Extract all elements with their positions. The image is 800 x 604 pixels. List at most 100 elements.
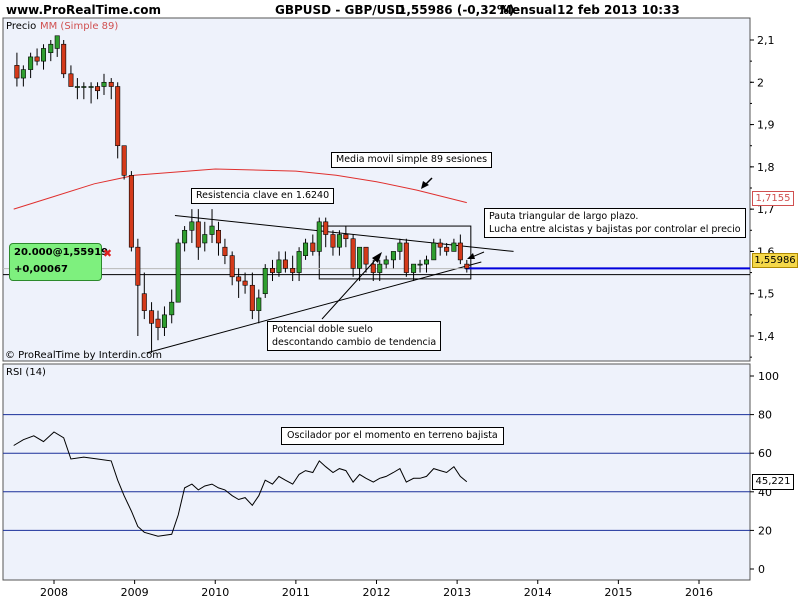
candle-body bbox=[343, 234, 349, 240]
candle-body bbox=[202, 234, 208, 244]
triangle-annotation-line2: Lucha entre alcistas y bajistas por cont… bbox=[489, 224, 741, 235]
trendline-layer bbox=[3, 214, 750, 354]
price-ytick-label: 2 bbox=[757, 76, 764, 89]
candle-body bbox=[451, 242, 457, 252]
resistance-annotation: Resistencia clave en 1.6240 bbox=[191, 188, 335, 204]
rsi-ytick-label: 100 bbox=[758, 370, 779, 383]
annotation-arrows bbox=[321, 177, 485, 320]
double-bottom-line1: Potencial doble suelo bbox=[272, 324, 373, 335]
last-price-tag: 1,55986 bbox=[752, 253, 798, 268]
credit-label: © ProRealTime by Interdin.com bbox=[5, 350, 162, 361]
rsi-ytick-label: 0 bbox=[758, 563, 765, 576]
price-ytick-label: 1,4 bbox=[757, 330, 775, 343]
candle-body bbox=[457, 242, 463, 261]
price-ytick-label: 1,7 bbox=[757, 203, 775, 216]
candle-body bbox=[115, 86, 121, 147]
x-tick-label: 2016 bbox=[685, 586, 713, 599]
candle-body bbox=[403, 242, 409, 273]
ma-annotation: Media movil simple 89 sesiones bbox=[331, 152, 493, 168]
candles-layer bbox=[14, 35, 470, 353]
candle-body bbox=[249, 284, 255, 311]
candle-body bbox=[303, 242, 309, 256]
candle-body bbox=[390, 251, 396, 261]
candle-body bbox=[363, 246, 369, 265]
candle-body bbox=[48, 43, 54, 53]
ma-value-tag: 1,7155 bbox=[752, 191, 794, 206]
triangle-annotation-line1: Pauta triangular de largo plazo. bbox=[489, 211, 639, 222]
price-ytick-label: 1,9 bbox=[757, 119, 775, 132]
x-tick-label: 2014 bbox=[524, 586, 552, 599]
price-change: 1,55986 (-0,32%) bbox=[398, 3, 515, 17]
close-order-icon[interactable]: ✖ bbox=[102, 247, 113, 260]
candle-body bbox=[431, 242, 437, 261]
candle-body bbox=[423, 259, 429, 265]
period-label: Mensual bbox=[500, 3, 557, 17]
price-ytick-label: 2,1 bbox=[757, 34, 775, 47]
double-bottom-arrow-head bbox=[372, 252, 382, 263]
rsi-value-tag: 45,221 bbox=[752, 474, 794, 490]
candle-body bbox=[20, 69, 26, 79]
candle-body bbox=[195, 221, 201, 248]
candle-body bbox=[209, 225, 215, 235]
candle-body bbox=[370, 263, 376, 273]
x-tick-label: 2009 bbox=[121, 586, 149, 599]
candle-body bbox=[316, 221, 322, 252]
double-bottom-arrow-shaft bbox=[321, 256, 379, 320]
candle-body bbox=[215, 229, 221, 244]
x-tick-label: 2008 bbox=[40, 586, 68, 599]
candle-body bbox=[296, 251, 302, 273]
candle-body bbox=[155, 318, 161, 328]
candle-body bbox=[290, 268, 296, 273]
candle-body bbox=[330, 234, 336, 248]
double-bottom-annotation: Potencial doble suelo descontando cambio… bbox=[267, 321, 442, 351]
candle-body bbox=[229, 255, 235, 278]
candle-body bbox=[41, 48, 47, 62]
candle-body bbox=[417, 263, 423, 266]
order-pnl: +0,00067 bbox=[14, 264, 68, 275]
candle-body bbox=[276, 259, 282, 273]
order-quantity-price: 20.000@1,55919 bbox=[14, 247, 109, 258]
price-panel bbox=[2, 17, 751, 362]
order-box[interactable]: 20.000@1,55919 +0,00067 bbox=[9, 243, 108, 281]
x-tick-label: 2013 bbox=[443, 586, 471, 599]
candle-body bbox=[377, 263, 383, 273]
grid-lines bbox=[3, 414, 750, 531]
rsi-annotation: Oscilador por el momento en terreno baji… bbox=[281, 427, 504, 445]
candle-body bbox=[61, 43, 67, 75]
rsi-line bbox=[13, 431, 468, 537]
price-ytick-label: 1,8 bbox=[757, 161, 775, 174]
candle-body bbox=[397, 242, 403, 252]
rsi-ytick-label: 20 bbox=[758, 524, 772, 537]
triangle-annotation: Pauta triangular de largo plazo. Lucha e… bbox=[484, 208, 746, 238]
candle-body bbox=[282, 259, 288, 269]
candle-body bbox=[182, 229, 188, 244]
candle-body bbox=[169, 301, 175, 316]
x-tick-label: 2012 bbox=[363, 586, 391, 599]
candle-body bbox=[222, 246, 228, 256]
rsi-label: RSI (14) bbox=[6, 367, 46, 378]
datetime-label: 12 feb 2013 10:33 bbox=[557, 3, 680, 17]
candle-body bbox=[189, 221, 195, 231]
rsi-layer bbox=[13, 431, 468, 537]
candle-body bbox=[81, 86, 87, 88]
candle-body bbox=[121, 145, 127, 176]
candle-body bbox=[68, 73, 74, 87]
candle-body bbox=[310, 242, 316, 252]
triangle-arrow-head bbox=[467, 253, 475, 259]
candle-body bbox=[34, 56, 40, 62]
resistance-trendline bbox=[174, 214, 514, 252]
rsi-panel bbox=[2, 363, 751, 581]
site-title[interactable]: www.ProRealTime.com bbox=[6, 3, 161, 17]
candle-body bbox=[175, 242, 181, 303]
candle-body bbox=[323, 221, 329, 235]
candle-body bbox=[336, 234, 342, 248]
x-tick-label: 2015 bbox=[604, 586, 632, 599]
double-bottom-line2: descontando cambio de tendencia bbox=[272, 337, 437, 348]
candle-body bbox=[437, 242, 443, 248]
candle-body bbox=[464, 263, 470, 269]
price-ytick-label: 1,5 bbox=[757, 288, 775, 301]
candle-body bbox=[262, 268, 268, 295]
